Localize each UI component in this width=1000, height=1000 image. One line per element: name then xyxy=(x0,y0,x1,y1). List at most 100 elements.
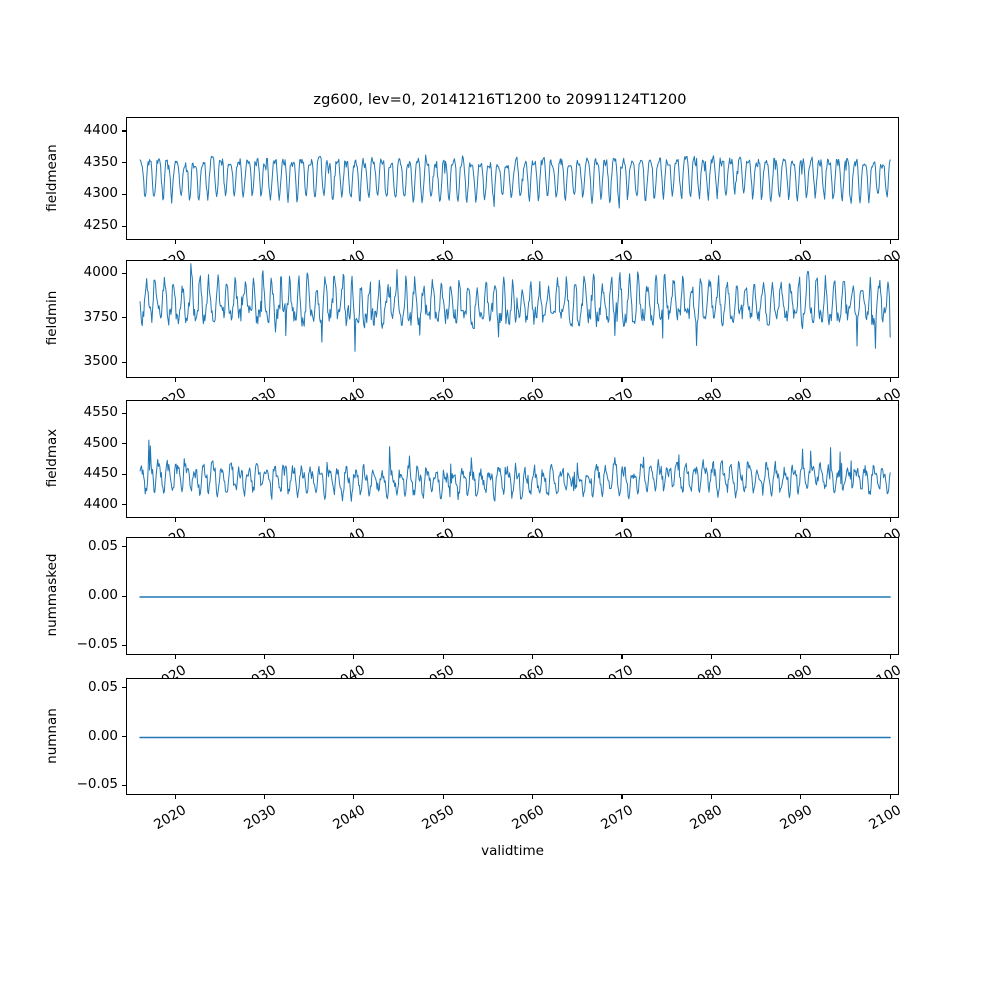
x-tick-mark xyxy=(889,655,891,659)
x-tick-mark xyxy=(621,518,623,522)
x-tick-mark xyxy=(353,240,355,244)
y-tick-mark xyxy=(122,784,126,786)
x-tick-mark xyxy=(442,240,444,244)
x-tick-mark xyxy=(800,655,802,659)
figure-title: zg600, lev=0, 20141216T1200 to 20991124T… xyxy=(313,92,687,108)
series-fieldmax xyxy=(139,439,891,502)
x-tick-mark xyxy=(621,378,623,382)
y-tick-label: 4550 xyxy=(83,404,118,421)
y-tick-label: 4000 xyxy=(83,264,118,281)
y-tick-mark xyxy=(122,546,126,548)
y-tick-label: −0.05 xyxy=(76,636,118,653)
y-tick-mark xyxy=(122,736,126,738)
x-tick-mark xyxy=(889,240,891,244)
y-axis-label-fieldmin: fieldmin xyxy=(44,290,60,346)
y-tick-mark xyxy=(122,473,126,475)
y-tick-label: 4400 xyxy=(83,121,118,138)
x-tick-mark xyxy=(353,518,355,522)
x-tick-mark xyxy=(710,518,712,522)
y-tick-label: 0.00 xyxy=(87,727,118,744)
x-tick-label: 2040 xyxy=(330,802,368,834)
x-tick-mark xyxy=(532,795,534,799)
x-tick-label: 2080 xyxy=(687,802,726,834)
y-tick-mark xyxy=(122,687,126,689)
x-tick-mark xyxy=(442,655,444,659)
x-tick-label: 2060 xyxy=(508,802,547,834)
x-tick-mark xyxy=(174,655,176,659)
x-tick-mark xyxy=(174,795,176,799)
y-tick-label: 4300 xyxy=(83,185,118,202)
y-tick-label: 4500 xyxy=(83,434,118,451)
x-tick-mark xyxy=(800,518,802,522)
subplot-numnan xyxy=(126,678,899,795)
y-tick-mark xyxy=(122,361,126,363)
y-tick-mark xyxy=(122,193,126,195)
y-tick-mark xyxy=(122,225,126,227)
x-tick-mark xyxy=(710,795,712,799)
y-tick-mark xyxy=(122,317,126,319)
x-tick-mark xyxy=(174,518,176,522)
y-tick-label: 0.05 xyxy=(87,537,118,554)
y-tick-mark xyxy=(122,272,126,274)
x-tick-mark xyxy=(264,518,266,522)
y-tick-mark xyxy=(122,412,126,414)
series-numnan xyxy=(139,736,891,739)
x-tick-mark xyxy=(889,378,891,382)
x-tick-mark xyxy=(442,795,444,799)
x-tick-mark xyxy=(532,378,534,382)
y-tick-mark xyxy=(122,130,126,132)
y-axis-label-nummasked: nummasked xyxy=(44,553,60,637)
x-tick-mark xyxy=(264,655,266,659)
x-tick-mark xyxy=(621,240,623,244)
x-tick-mark xyxy=(353,795,355,799)
y-tick-mark xyxy=(122,162,126,164)
x-tick-mark xyxy=(174,378,176,382)
y-tick-label: 4450 xyxy=(83,465,118,482)
x-tick-mark xyxy=(800,378,802,382)
x-tick-label: 2070 xyxy=(598,802,636,834)
x-tick-label: 2020 xyxy=(151,802,190,834)
y-tick-label: 3750 xyxy=(83,308,118,325)
x-tick-mark xyxy=(889,518,891,522)
y-tick-label: 4250 xyxy=(83,217,118,234)
y-tick-mark xyxy=(122,504,126,506)
x-tick-mark xyxy=(264,378,266,382)
x-tick-mark xyxy=(442,518,444,522)
y-tick-label: 3500 xyxy=(83,353,118,370)
y-tick-mark xyxy=(122,595,126,597)
x-tick-mark xyxy=(710,378,712,382)
y-axis-label-numnan: numnan xyxy=(44,707,60,764)
x-axis-label: validtime xyxy=(481,843,544,859)
x-tick-mark xyxy=(442,378,444,382)
x-tick-mark xyxy=(621,795,623,799)
x-tick-mark xyxy=(710,240,712,244)
series-fieldmean xyxy=(139,154,891,209)
y-tick-label: 4400 xyxy=(83,495,118,512)
x-tick-label: 2100 xyxy=(866,802,905,834)
x-tick-mark xyxy=(174,240,176,244)
x-tick-label: 2050 xyxy=(419,802,458,834)
x-tick-mark xyxy=(889,795,891,799)
series-nummasked xyxy=(139,596,891,598)
y-axis-label-fieldmean: fieldmean xyxy=(44,143,60,212)
subplot-fieldmin xyxy=(126,260,899,378)
x-tick-mark xyxy=(353,378,355,382)
series-fieldmin xyxy=(139,263,891,352)
y-tick-mark xyxy=(122,443,126,445)
x-tick-mark xyxy=(532,518,534,522)
x-tick-label: 2090 xyxy=(776,802,815,834)
x-tick-mark xyxy=(621,655,623,659)
subplot-fieldmax xyxy=(126,400,899,518)
x-tick-mark xyxy=(532,240,534,244)
y-tick-label: −0.05 xyxy=(76,776,118,793)
y-tick-label: 0.05 xyxy=(87,678,118,695)
x-tick-label: 2030 xyxy=(240,802,279,834)
x-tick-mark xyxy=(800,240,802,244)
y-tick-mark xyxy=(122,644,126,646)
y-tick-label: 0.00 xyxy=(87,587,118,603)
x-tick-mark xyxy=(710,655,712,659)
y-tick-label: 4350 xyxy=(83,153,118,170)
x-tick-mark xyxy=(532,655,534,659)
subplot-nummasked xyxy=(126,537,899,655)
